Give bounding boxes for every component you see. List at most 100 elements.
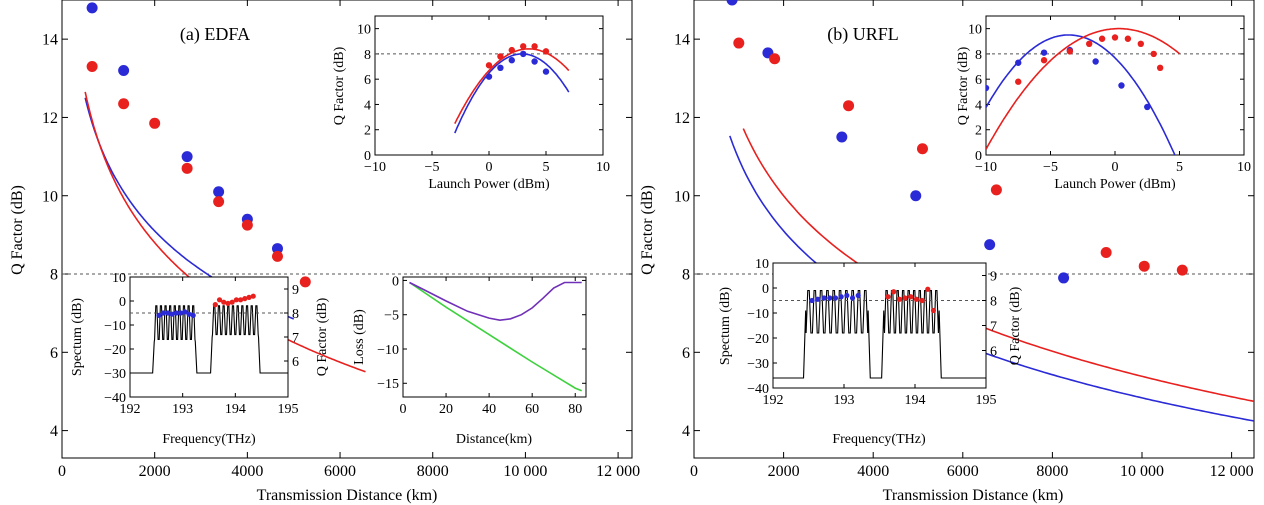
y-tick-label: 10	[42, 188, 58, 205]
x-tick-label: 12 000	[596, 463, 640, 480]
x-tick-label: 193	[172, 402, 193, 417]
q-point-blue	[827, 295, 833, 301]
y-tick-label: −15	[377, 377, 399, 392]
data-point-blue	[86, 2, 98, 14]
y2-axis-label: Q Factor (dB)	[1008, 286, 1023, 365]
q-point-red	[212, 302, 218, 308]
q-point-red	[885, 294, 891, 300]
y-tick-label: −20	[747, 332, 769, 347]
y-tick-label: −30	[104, 367, 126, 382]
q-point-blue	[156, 312, 162, 318]
y-tick-label: 8	[50, 267, 58, 284]
q-point-blue	[177, 310, 184, 316]
x-tick-label: 20	[439, 402, 453, 417]
q-point-red	[238, 297, 244, 303]
y-axis-label: Spectum (dB)	[70, 298, 85, 376]
data-point-red	[1015, 78, 1022, 85]
data-point-blue	[497, 64, 504, 72]
data-point-red	[733, 37, 745, 49]
chart-b-inset-spectrum: 192 193 194 195 −40 −30 −20 −10 0 10 Frequency(THz…	[718, 257, 1023, 447]
y-tick-label: 2	[364, 124, 371, 139]
x-tick-label: 0	[486, 160, 493, 175]
x-tick-label: 0	[1112, 160, 1119, 175]
data-point-blue	[726, 0, 738, 6]
y2-tick-label: 7	[990, 319, 997, 334]
y-tick-label: 10	[755, 257, 769, 272]
q-point-blue	[855, 292, 861, 299]
y2-tick-label: 9	[292, 283, 299, 298]
x-axis-label: Frequency(THz)	[162, 432, 256, 447]
data-point-red	[1150, 50, 1157, 58]
x-tick-label: 193	[834, 393, 855, 408]
q-point-blue	[849, 295, 856, 301]
plot-frame	[402, 276, 587, 398]
q-point-red	[925, 286, 931, 292]
y-axis-label: Q Factor (dB)	[639, 185, 656, 275]
q-point-red	[242, 296, 248, 302]
q-point-blue	[190, 312, 196, 318]
y-tick-label: 0	[392, 274, 399, 289]
data-point-red	[1086, 40, 1093, 47]
x-tick-label: 5	[543, 160, 550, 175]
y-tick-label: 4	[364, 98, 371, 113]
x-tick-label: 8000	[1036, 463, 1068, 480]
q-point-red	[919, 297, 925, 304]
plot-area	[130, 293, 288, 374]
data-point-red	[1137, 40, 1145, 47]
data-point-blue	[1040, 49, 1048, 56]
q-point-red	[246, 294, 252, 300]
x-axis-label: Distance(km)	[456, 432, 533, 447]
q-point-blue	[844, 292, 850, 299]
chart-b-inset-launch: −10 −5 0 5 10 0 2 4 6 8 10 Launch Power (dBm) Q Fact…	[956, 15, 1251, 192]
q-point-red	[216, 297, 223, 303]
data-point-red	[1040, 57, 1048, 64]
y-tick-label: 6	[682, 345, 690, 362]
fit-curve-red	[742, 128, 1254, 403]
y2-tick-label: 6	[292, 355, 299, 370]
q-point-blue	[838, 294, 844, 300]
q-point-blue	[160, 310, 166, 316]
x-tick-label: −10	[364, 160, 386, 175]
plot-area	[773, 286, 986, 379]
y-tick-label: −30	[747, 357, 769, 372]
q-point-red	[891, 289, 897, 295]
data-point-blue	[1118, 82, 1125, 89]
y-tick-label: 8	[682, 267, 690, 284]
y2-tick-label: 8	[990, 294, 997, 309]
q-point-blue	[169, 311, 175, 317]
x-tick-label: −10	[975, 160, 997, 175]
data-point-red	[1098, 35, 1106, 42]
q-point-red	[229, 299, 235, 305]
x-tick-label: 192	[120, 402, 141, 417]
data-point-blue	[1015, 59, 1022, 66]
inset-background	[403, 277, 586, 397]
y-tick-label: 6	[364, 73, 371, 88]
x-tick-label: 12 000	[1210, 463, 1254, 480]
y-tick-label: 10	[357, 23, 371, 38]
y-tick-label: −5	[384, 309, 399, 324]
spectrum-trace	[130, 305, 288, 374]
q-point-red	[233, 297, 239, 303]
plot-area	[986, 27, 1244, 155]
plot-frame	[693, 0, 1255, 459]
x-tick-label: −5	[1043, 160, 1058, 175]
x-tick-label: 194	[905, 393, 926, 408]
y-tick-label: −10	[747, 307, 769, 322]
data-point-blue	[271, 243, 283, 255]
data-point-red	[916, 143, 928, 155]
y-tick-label: −20	[104, 343, 126, 358]
data-point-blue	[520, 50, 527, 58]
q-point-blue	[809, 297, 815, 304]
y-tick-label: 14	[674, 32, 690, 49]
data-point-blue	[531, 58, 538, 65]
data-point-blue	[910, 190, 922, 202]
chart-title: (a) EDFA	[180, 24, 250, 45]
chart-a-inset-spectrum: 192 193 194 195 −40 −30 −20 −10 0 10 Frequency(THz…	[70, 271, 330, 447]
y2-tick-label: 9	[990, 269, 997, 284]
q-point-red	[221, 299, 227, 305]
data-point-red	[769, 53, 781, 65]
q-point-blue	[165, 310, 171, 316]
y-tick-label: 8	[364, 48, 371, 63]
x-tick-label: 5	[1176, 160, 1183, 175]
